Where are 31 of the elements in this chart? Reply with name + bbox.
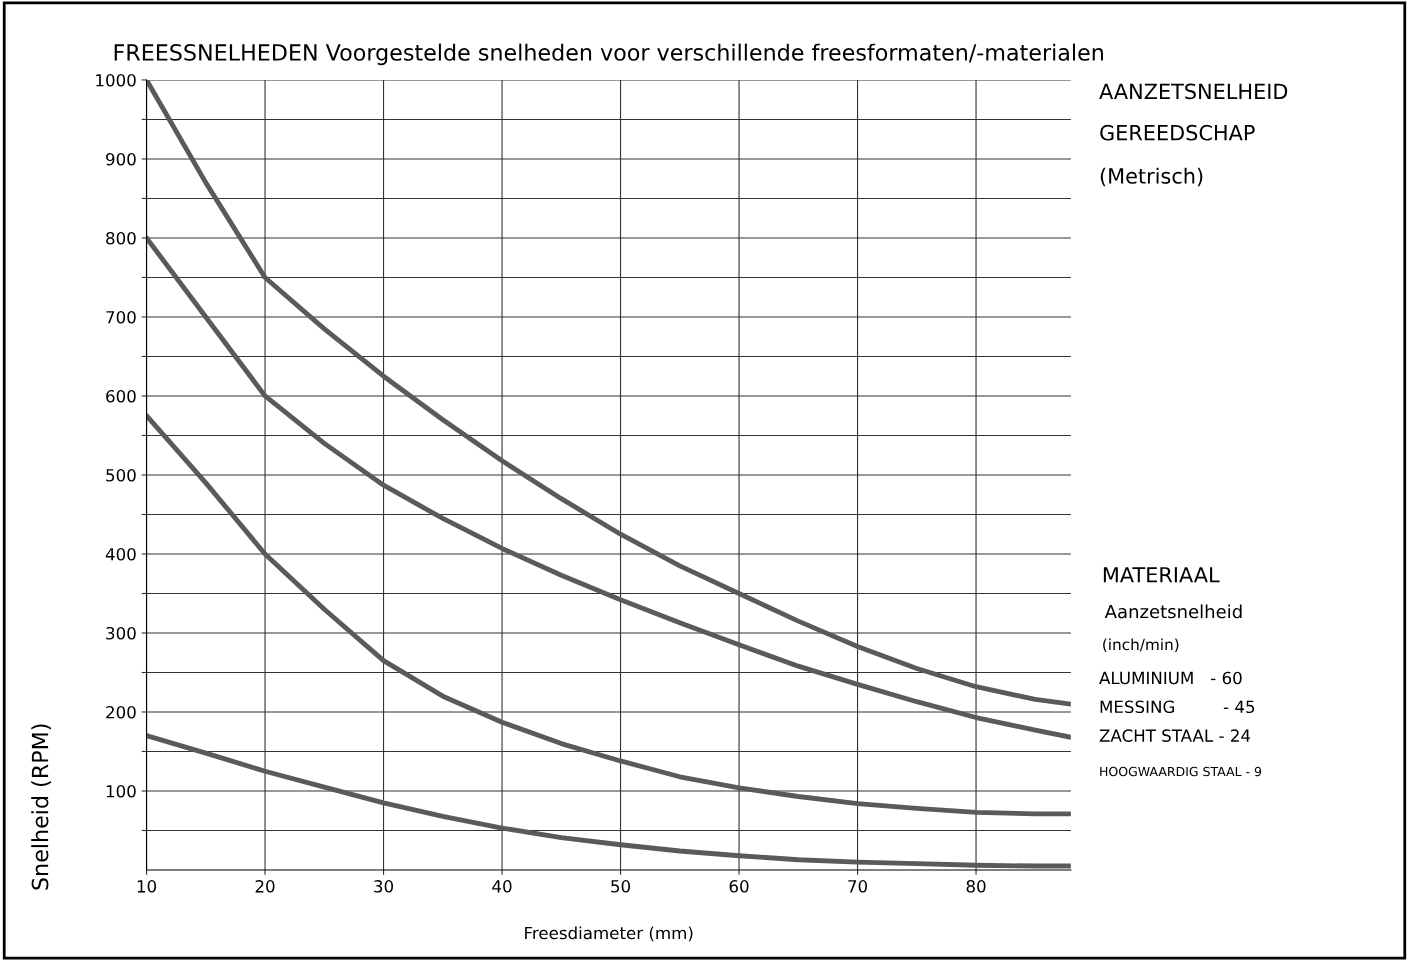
text: MATERIAAL	[1103, 567, 1220, 583]
text: (Metrisch)	[1100, 167, 1203, 187]
x-tick-label: 20	[255, 880, 275, 893]
y-tick-label: 100	[106, 784, 136, 798]
y-tick-label: 500	[106, 468, 136, 482]
y-tick-label: 700	[106, 310, 136, 324]
y-tick-label: 1000	[96, 73, 136, 87]
x-tick-label: 40	[492, 880, 512, 893]
chart-title: FREESSNELHEDEN Voorgestelde snelheden voor verschillende freesformaten/-materialen	[114, 43, 1103, 66]
x-tick-label: 50	[611, 880, 631, 893]
text: AANZETSNELHEID	[1099, 83, 1288, 100]
y-tick-label: 800	[106, 231, 136, 245]
x-tick-label: 10	[137, 880, 157, 893]
y-tick-label: 900	[106, 152, 136, 166]
y-tick-label: 300	[106, 626, 136, 640]
y-axis-title: Snelheid (RPM)	[31, 724, 52, 890]
y-tick-label: 200	[106, 705, 136, 719]
x-tick-label: 80	[966, 880, 986, 893]
text: ZACHT STAAL - 24	[1099, 729, 1251, 742]
y-tick-label: 400	[105, 547, 136, 561]
x-tick-label: 30	[374, 880, 394, 893]
y-tick-label: 600	[106, 389, 136, 403]
text: GEREEDSCHAP	[1100, 124, 1255, 141]
x-tick-label: 70	[848, 880, 868, 893]
text: (inch/min)	[1103, 638, 1179, 653]
x-tick-label: 60	[729, 880, 749, 893]
text: Aanzetsnelheid	[1104, 604, 1242, 619]
text: HOOGWAARDIG STAAL - 9	[1100, 766, 1262, 777]
text: ALUMINIUM - 60	[1099, 671, 1242, 685]
x-axis-title: Freesdiameter (mm)	[525, 926, 693, 942]
text: MESSING - 45	[1100, 700, 1255, 714]
